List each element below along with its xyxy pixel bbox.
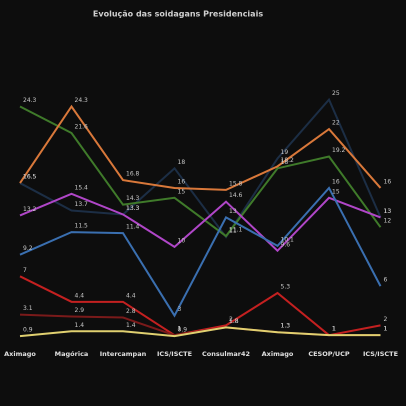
data-label: 18.2 bbox=[281, 157, 295, 164]
series-line bbox=[19, 326, 381, 338]
data-label: 22 bbox=[332, 120, 340, 127]
data-label: 1 bbox=[332, 326, 336, 333]
data-label: 5.3 bbox=[281, 283, 291, 290]
data-label: 13 bbox=[384, 208, 392, 215]
data-label: 25 bbox=[332, 90, 340, 97]
data-label: 0.9 bbox=[178, 327, 188, 334]
data-label: 1.4 bbox=[75, 322, 85, 329]
data-label: 1 bbox=[178, 326, 182, 333]
data-label: 18 bbox=[178, 159, 186, 166]
data-label: 16 bbox=[178, 178, 186, 185]
data-label: 1 bbox=[332, 326, 336, 333]
data-label: 15.4 bbox=[75, 184, 89, 191]
data-label: 1.3 bbox=[281, 323, 291, 330]
data-label: 21.6 bbox=[75, 124, 89, 131]
data-label: 1.8 bbox=[229, 318, 239, 325]
data-label: 2.9 bbox=[75, 307, 85, 314]
data-label: 9.2 bbox=[23, 245, 33, 252]
x-tick-label: ICS/ISCTE bbox=[363, 350, 398, 358]
data-label: 10 bbox=[178, 237, 186, 244]
x-tick-label: Intercampan bbox=[100, 350, 147, 358]
data-label: 19.2 bbox=[332, 147, 346, 154]
data-label: 3 bbox=[178, 306, 182, 313]
data-label: 24.3 bbox=[23, 97, 37, 104]
data-label: 1 bbox=[384, 326, 388, 333]
series-line bbox=[19, 97, 382, 239]
series-line bbox=[19, 104, 382, 191]
data-label: 2 bbox=[384, 316, 388, 323]
data-label: 13.2 bbox=[23, 206, 37, 213]
data-label: 2.8 bbox=[126, 308, 136, 315]
data-label: 11.1 bbox=[229, 227, 243, 234]
data-label: 15 bbox=[332, 188, 340, 195]
data-label: 13 bbox=[384, 208, 392, 215]
data-label: 1.4 bbox=[126, 322, 136, 329]
data-label: 10.1 bbox=[281, 236, 295, 243]
data-label: 16.5 bbox=[23, 174, 37, 181]
data-label: 11.5 bbox=[75, 223, 89, 230]
x-tick-label: ICS/ISCTE bbox=[157, 350, 192, 358]
data-label: 9.6 bbox=[281, 241, 291, 248]
data-label: 16 bbox=[332, 178, 340, 185]
data-label: 15 bbox=[178, 188, 186, 195]
x-tick-label: Aximago bbox=[262, 350, 294, 358]
data-label: 16 bbox=[384, 178, 392, 185]
series-line bbox=[19, 192, 381, 253]
data-label: 14.3 bbox=[126, 195, 140, 202]
data-label: 0.9 bbox=[23, 327, 33, 334]
data-label: 14.6 bbox=[229, 192, 243, 199]
data-label: 16.5 bbox=[23, 174, 37, 181]
data-label: 19 bbox=[281, 149, 289, 156]
data-label: 18 bbox=[281, 159, 289, 166]
x-tick-label: CESOP/UCP bbox=[308, 350, 350, 358]
data-label: 4.4 bbox=[75, 292, 85, 299]
data-label: 13 bbox=[229, 208, 237, 215]
data-label: 1 bbox=[332, 326, 336, 333]
data-label: 6 bbox=[384, 277, 388, 284]
data-label: 11.4 bbox=[126, 224, 140, 231]
data-label: 4.4 bbox=[126, 292, 136, 299]
data-label: 13.3 bbox=[126, 205, 140, 212]
x-tick-label: Magórica bbox=[55, 350, 89, 358]
x-tick-label: Aximago bbox=[4, 350, 36, 358]
data-label: 12 bbox=[384, 218, 392, 225]
data-label: 15.8 bbox=[229, 180, 243, 187]
data-label: 16.8 bbox=[126, 171, 140, 178]
chart-title: Evolução das soidagans Presidenciais bbox=[93, 10, 263, 19]
data-label: 13.7 bbox=[75, 201, 89, 208]
series-line bbox=[19, 186, 382, 318]
data-label: 13.3 bbox=[126, 205, 140, 212]
data-label: 1.3 bbox=[281, 323, 291, 330]
x-tick-label: Consulmar42 bbox=[202, 350, 250, 358]
data-label: 1 bbox=[384, 326, 388, 333]
series-line bbox=[19, 105, 382, 238]
data-label: 7 bbox=[23, 267, 27, 274]
data-label: 2 bbox=[229, 316, 233, 323]
data-label: 1 bbox=[178, 326, 182, 333]
data-label: 24.3 bbox=[75, 97, 89, 104]
data-label: 3.1 bbox=[23, 305, 33, 312]
data-label: 1.8 bbox=[229, 318, 239, 325]
data-label: 11 bbox=[229, 228, 237, 235]
